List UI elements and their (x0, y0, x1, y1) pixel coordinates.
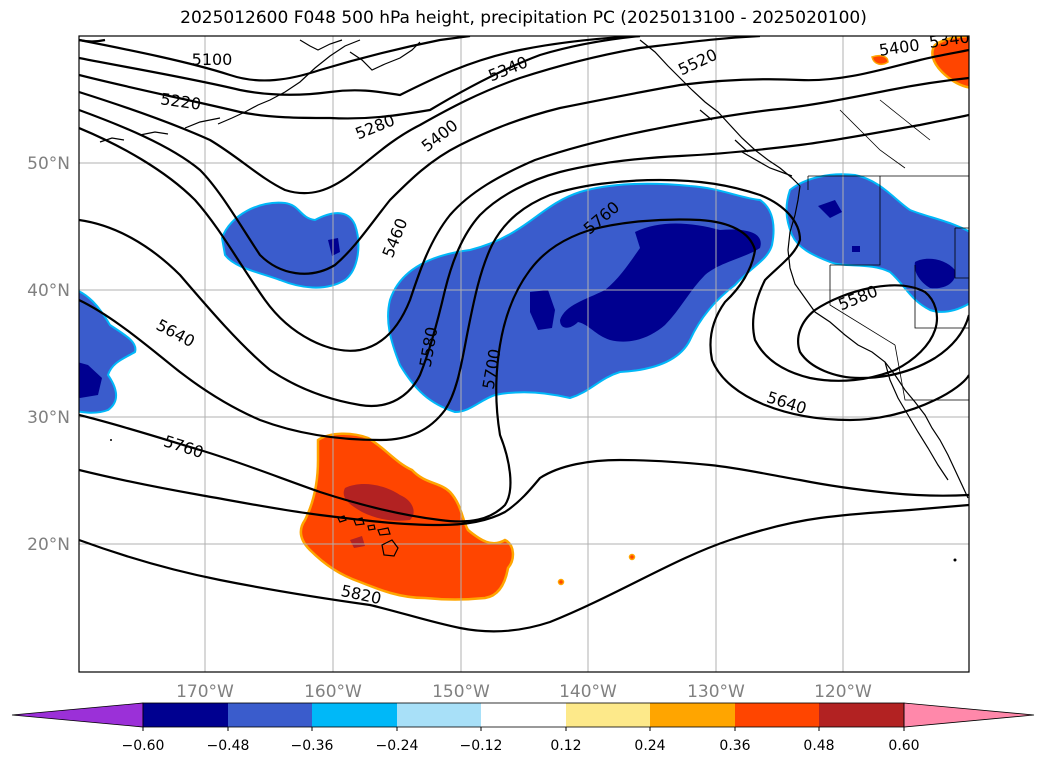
colorbar-tick-label: −0.60 (122, 738, 165, 754)
colorbar-segment (650, 703, 735, 727)
negative-pc-core (818, 200, 842, 218)
negative-pc-core (852, 246, 860, 252)
colorbar-tick-label: 0.36 (719, 738, 750, 754)
height-contours (79, 36, 969, 633)
negative-pc-region (220, 201, 360, 289)
positive-pc-region (871, 54, 889, 66)
lat-label: 40°N (27, 281, 70, 301)
lon-label: 120°W (814, 682, 872, 702)
colorbar: −0.60 −0.48 −0.36 −0.24 −0.12 0.12 0.24 … (11, 702, 1035, 754)
coastlines (99, 39, 969, 562)
contour-label: 5100 (192, 50, 233, 69)
lon-label: 140°W (559, 682, 617, 702)
colorbar-segment (903, 702, 1035, 728)
colorbar-segment (228, 703, 312, 727)
colorbar-segment (11, 702, 144, 728)
colorbar-segment (143, 703, 228, 727)
lon-label: 170°W (176, 682, 234, 702)
positive-pc-speck (628, 553, 636, 561)
negative-pc-core (914, 258, 956, 289)
colorbar-tick-label: 0.60 (888, 738, 919, 754)
positive-pc-core (350, 536, 365, 548)
figure-title: 2025012600 F048 500 hPa height, precipit… (180, 8, 867, 28)
lon-label: 160°W (304, 682, 362, 702)
map-frame (78, 35, 970, 673)
negative-pc-core (560, 223, 761, 342)
colorbar-segment (397, 703, 481, 727)
longitude-labels: 170°W 160°W 150°W 140°W 130°W 120°W (176, 682, 872, 702)
lat-label: 50°N (27, 154, 70, 174)
colorbar-tick-label: 0.24 (634, 738, 665, 754)
precip-shading (79, 36, 969, 601)
gridlines (79, 36, 969, 672)
colorbar-tick-label: −0.24 (376, 738, 419, 754)
colorbar-tick-label: −0.48 (207, 738, 250, 754)
negative-pc-core (79, 362, 102, 398)
positive-pc-speck (557, 578, 565, 586)
negative-pc-core (328, 238, 340, 256)
political-borders (807, 99, 969, 401)
latitude-labels: 50°N 40°N 30°N 20°N (27, 154, 70, 555)
colorbar-segment (566, 703, 650, 727)
colorbar-tick-label: −0.36 (291, 738, 334, 754)
colorbar-tick-label: 0.12 (550, 738, 581, 754)
colorbar-segment (312, 703, 397, 727)
colorbar-segment (819, 703, 904, 727)
colorbar-tick-label: −0.12 (460, 738, 503, 754)
lat-label: 20°N (27, 535, 70, 555)
lon-label: 130°W (687, 682, 745, 702)
negative-pc-core (530, 290, 555, 330)
colorbar-segment (481, 703, 566, 727)
lon-label: 150°W (432, 682, 490, 702)
colorbar-tick-label: 0.48 (803, 738, 834, 754)
lat-label: 30°N (27, 408, 70, 428)
colorbar-segment (735, 703, 819, 727)
contour-label: 5400 (878, 35, 921, 59)
